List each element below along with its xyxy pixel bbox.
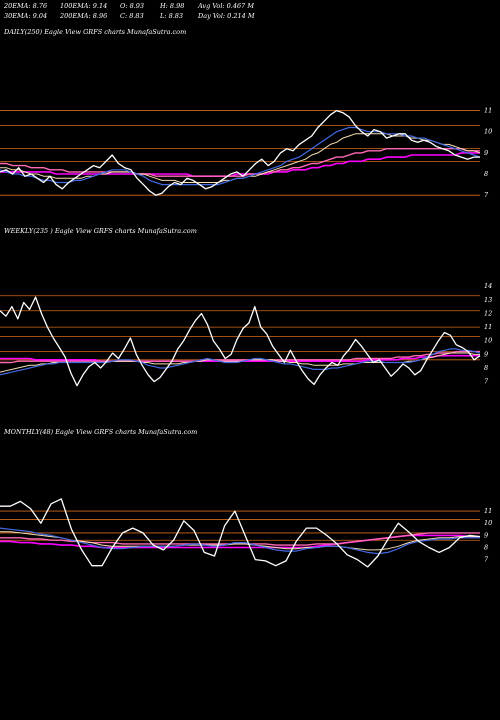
y-tick-label: 14 (484, 282, 492, 290)
series-line-20ema (0, 527, 480, 555)
y-tick-label: 8 (484, 544, 488, 552)
stat-200ema: 200EMA: 8.96 (59, 12, 107, 20)
y-tick-label: 7 (484, 191, 489, 199)
monthly-chart: 7 8 9 10 11 (0, 498, 492, 568)
y-tick-label: 7 (484, 556, 489, 564)
series-line-20ema (0, 348, 481, 376)
header-stats: 20EMA: 8.76 100EMA: 9.14 O: 8.93 H: 8.98… (3, 2, 255, 20)
y-tick-label: 7 (484, 378, 489, 386)
y-tick-label: 10 (484, 519, 492, 527)
y-tick-label: 8 (484, 170, 488, 178)
y-tick-label: 9 (484, 149, 488, 157)
y-tick-label: 10 (484, 337, 492, 345)
stat-open: O: 8.93 (120, 2, 144, 10)
series-line-200ema (0, 152, 480, 177)
y-tick-label: 11 (484, 507, 492, 515)
monthly-panel-title: MONTHLY(48) Eagle View GRFS charts Munaf… (3, 428, 197, 436)
daily-chart: 7 8 9 10 11 (0, 107, 492, 199)
y-tick-label: 10 (484, 128, 492, 136)
y-tick-label: 9 (484, 350, 488, 358)
stat-high: H: 8.98 (159, 2, 184, 10)
stat-low: L: 8.83 (159, 12, 183, 20)
stat-100ema: 100EMA: 9.14 (60, 2, 107, 10)
series-line-100ema (0, 350, 480, 364)
y-tick-label: 12 (484, 309, 492, 317)
y-tick-label: 11 (484, 323, 492, 331)
stat-30ema: 30EMA: 9.04 (4, 12, 47, 20)
y-tick-label: 11 (484, 107, 492, 115)
y-tick-label: 9 (484, 531, 488, 539)
y-tick-label: 13 (484, 296, 492, 304)
series-line-100ema (0, 147, 480, 177)
daily-panel-title: DAILY(250) Eagle View GRFS charts Munafa… (3, 28, 186, 36)
series-line-30ema (0, 531, 480, 551)
weekly-chart: 7 8 9 10 11 12 13 14 (0, 282, 492, 387)
series-line-price (0, 109, 480, 196)
y-tick-label: 8 (484, 364, 488, 372)
weekly-panel-title: WEEKLY(235 ) Eagle View GRFS charts Muna… (4, 227, 197, 235)
series-line-30ema (0, 133, 481, 183)
series-line-price (0, 498, 481, 568)
stat-day-vol: Day Vol: 0.214 M (197, 12, 255, 20)
stat-avg-vol: Avg Vol: 0.467 M (197, 2, 254, 10)
stat-close: C: 8.83 (120, 12, 144, 20)
stat-20ema: 20EMA: 8.76 (3, 2, 47, 10)
series-line-price (0, 296, 481, 387)
